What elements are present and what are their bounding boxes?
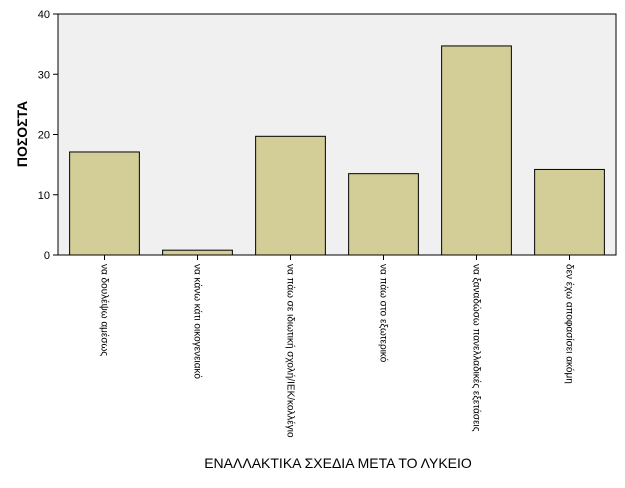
x-tick-label: να πάω σε ιδιωτική σχολή/ΙΕΚ/κολλέγιο	[285, 264, 297, 438]
bar	[255, 135, 326, 256]
y-tick-label: 20	[38, 130, 50, 142]
x-tick-labels: να δουλέψω αμέσως να κάνω κάτι οικογενεια…	[99, 255, 576, 438]
bar	[69, 151, 140, 256]
x-tick-label: να ξαναδώσω πανελλαδικές εξετάσεις	[471, 264, 483, 432]
y-tick-label: 40	[38, 9, 50, 21]
y-axis: 0 10 20 30 40	[38, 9, 58, 262]
y-tick-label: 0	[44, 250, 50, 262]
bar	[441, 45, 512, 256]
y-axis-title: ΠΟΣΟΣΤΑ	[14, 101, 30, 167]
x-axis-title: ΕΝΑΛΛΑΚΤΙΚΑ ΣΧΕΔΙΑ ΜΕΤΑ ΤΟ ΛΥΚΕΙΟ	[204, 455, 472, 471]
y-tick-label: 30	[38, 69, 50, 81]
y-tick-label: 10	[38, 190, 50, 202]
x-tick-label: να κάνω κάτι οικογενειακό	[192, 264, 204, 379]
x-tick-label: δεν έχω αποφασίσει ακόμη	[564, 264, 576, 384]
x-tick-label: να πάω στο εξωτερικό	[378, 264, 390, 363]
bar	[348, 173, 419, 256]
plot-area	[57, 13, 617, 256]
x-tick-label: να δουλέψω αμέσως	[99, 264, 111, 356]
bar	[534, 168, 605, 256]
bar	[162, 249, 233, 256]
bars-group	[69, 45, 605, 256]
